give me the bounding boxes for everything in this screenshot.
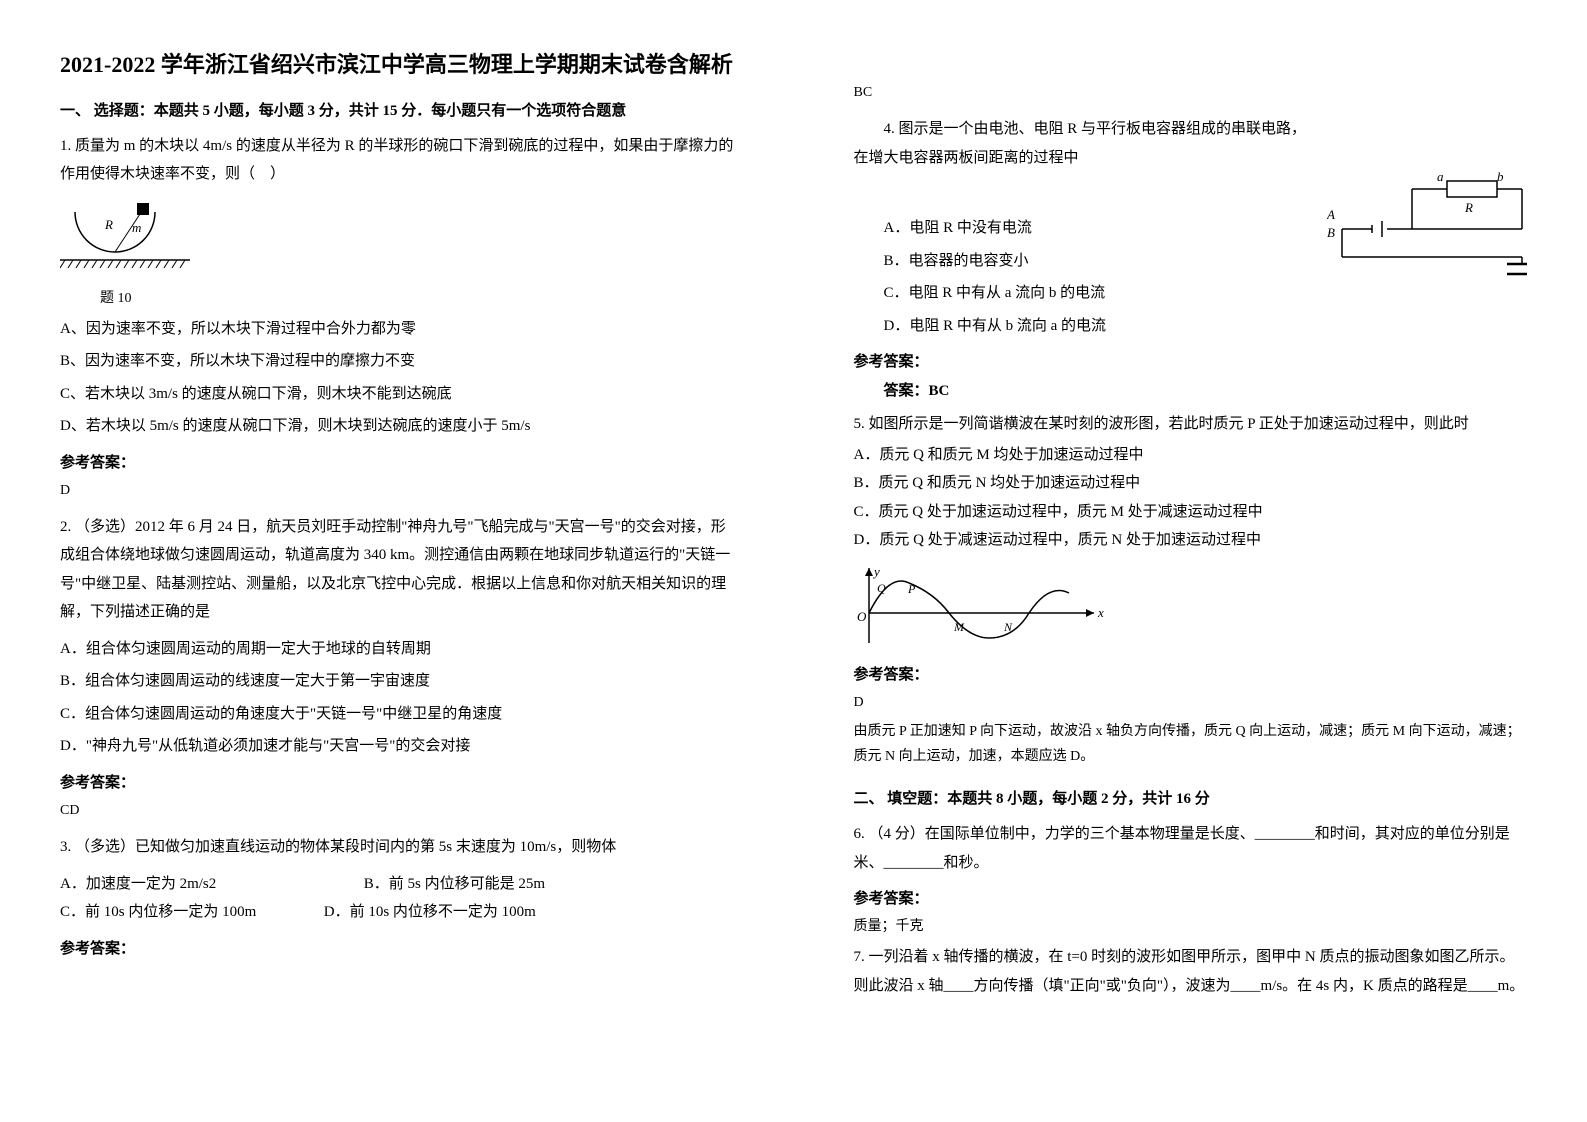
- q1-C: C、若木块以 3m/s 的速度从碗口下滑，则木块不能到达碗底: [60, 380, 734, 409]
- q4-stem: 4. 图示是一个由电池、电阻 R 与平行板电容器组成的串联电路，在增大电容器两板…: [854, 115, 1528, 172]
- svg-text:Q: Q: [877, 581, 886, 595]
- q4-answer: 答案：BC: [884, 379, 1528, 400]
- q2-answer-label: 参考答案：: [60, 771, 734, 792]
- q2-D: D．"神舟九号"从低轨道必须加速才能与"天宫一号"的交会对接: [60, 732, 734, 761]
- q5-answer-label: 参考答案：: [854, 663, 1528, 684]
- q3-row1: A．加速度一定为 2m/s2 B．前 5s 内位移可能是 25m: [60, 870, 734, 899]
- q6-answer-label: 参考答案：: [854, 887, 1528, 908]
- svg-text:x: x: [1097, 605, 1104, 620]
- q1-figure: R m 题 10: [60, 197, 734, 307]
- q2-stem: 2. （多选）2012 年 6 月 24 日，航天员刘旺手动控制"神舟九号"飞船…: [60, 513, 734, 627]
- q1-answer-label: 参考答案：: [60, 451, 734, 472]
- q3-row2: C．前 10s 内位移一定为 100m D．前 10s 内位移不一定为 100m: [60, 898, 734, 927]
- section-2-header: 二、 填空题：本题共 8 小题，每小题 2 分，共计 16 分: [854, 787, 1528, 808]
- q3-stem: 3. （多选）已知做匀加速直线运动的物体某段时间内的第 5s 末速度为 10m/…: [60, 833, 734, 862]
- q3-D: D．前 10s 内位移不一定为 100m: [324, 898, 536, 927]
- q3-answer: BC: [854, 80, 1528, 105]
- q5-C: C．质元 Q 处于加速运动过程中，质元 M 处于减速运动过程中: [854, 498, 1528, 527]
- svg-text:y: y: [872, 564, 880, 579]
- q2-B: B．组合体匀速圆周运动的线速度一定大于第一宇宙速度: [60, 667, 734, 696]
- q4-answer-label: 参考答案：: [854, 350, 1528, 371]
- svg-text:P: P: [907, 582, 916, 596]
- svg-text:b: b: [1497, 169, 1504, 184]
- left-column: 2021-2022 学年浙江省绍兴市滨江中学高三物理上学期期末试卷含解析 一、 …: [0, 50, 794, 1008]
- page-title: 2021-2022 学年浙江省绍兴市滨江中学高三物理上学期期末试卷含解析: [60, 50, 734, 81]
- svg-text:a: a: [1437, 169, 1444, 184]
- right-column: BC a b R A B 4. 图示是一个由电池、电阻 R 与平行板电容器组成的…: [794, 50, 1587, 1008]
- q5-A: A．质元 Q 和质元 M 均处于加速运动过程中: [854, 441, 1528, 470]
- q2-C: C．组合体匀速圆周运动的角速度大于"天链一号"中继卫星的角速度: [60, 700, 734, 729]
- q1-caption: 题 10: [100, 287, 734, 307]
- q5-explanation: 由质元 P 正加速知 P 向下运动，故波沿 x 轴负方向传播，质元 Q 向上运动…: [854, 719, 1528, 769]
- svg-text:m: m: [132, 220, 141, 235]
- q3-answer-label: 参考答案：: [60, 937, 734, 958]
- q1-A: A、因为速率不变，所以木块下滑过程中合外力都为零: [60, 315, 734, 344]
- circuit-figure: a b R A B: [1327, 169, 1527, 279]
- q4-D: D．电阻 R 中有从 b 流向 a 的电流: [854, 312, 1528, 341]
- q1-B: B、因为速率不变，所以木块下滑过程中的摩擦力不变: [60, 347, 734, 376]
- q2-answer: CD: [60, 798, 734, 823]
- q1-D: D、若木块以 5m/s 的速度从碗口下滑，则木块到达碗底的速度小于 5m/s: [60, 412, 734, 441]
- svg-text:A: A: [1327, 207, 1335, 222]
- svg-text:R: R: [1464, 200, 1473, 215]
- q5-B: B．质元 Q 和质元 N 均处于加速运动过程中: [854, 469, 1528, 498]
- svg-text:B: B: [1327, 225, 1335, 240]
- q3-B: B．前 5s 内位移可能是 25m: [364, 870, 545, 899]
- q5-figure: x y O Q P M N: [854, 563, 1528, 653]
- q1-stem: 1. 质量为 m 的木块以 4m/s 的速度从半径为 R 的半球形的碗口下滑到碗…: [60, 132, 734, 189]
- q3-C: C．前 10s 内位移一定为 100m: [60, 898, 300, 927]
- section-1-header: 一、 选择题：本题共 5 小题，每小题 3 分，共计 15 分．每小题只有一个选…: [60, 99, 734, 120]
- svg-text:N: N: [1003, 620, 1013, 634]
- q5-answer: D: [854, 690, 1528, 715]
- q6-answer: 质量；千克: [854, 914, 1528, 939]
- q5-stem: 5. 如图所示是一列简谐横波在某时刻的波形图，若此时质元 P 正处于加速运动过程…: [854, 410, 1528, 439]
- q5-D: D．质元 Q 处于减速运动过程中，质元 N 处于加速运动过程中: [854, 526, 1528, 555]
- svg-text:O: O: [857, 609, 867, 624]
- svg-text:R: R: [104, 217, 113, 232]
- q3-A: A．加速度一定为 2m/s2: [60, 870, 340, 899]
- q6-stem: 6. （4 分）在国际单位制中，力学的三个基本物理量是长度、________和时…: [854, 820, 1528, 877]
- q4-C: C．电阻 R 中有从 a 流向 b 的电流: [854, 279, 1528, 308]
- svg-text:M: M: [953, 620, 965, 634]
- q2-A: A．组合体匀速圆周运动的周期一定大于地球的自转周期: [60, 635, 734, 664]
- q1-answer: D: [60, 478, 734, 503]
- q7-stem: 7. 一列沿着 x 轴传播的横波，在 t=0 时刻的波形如图甲所示，图甲中 N …: [854, 943, 1528, 1000]
